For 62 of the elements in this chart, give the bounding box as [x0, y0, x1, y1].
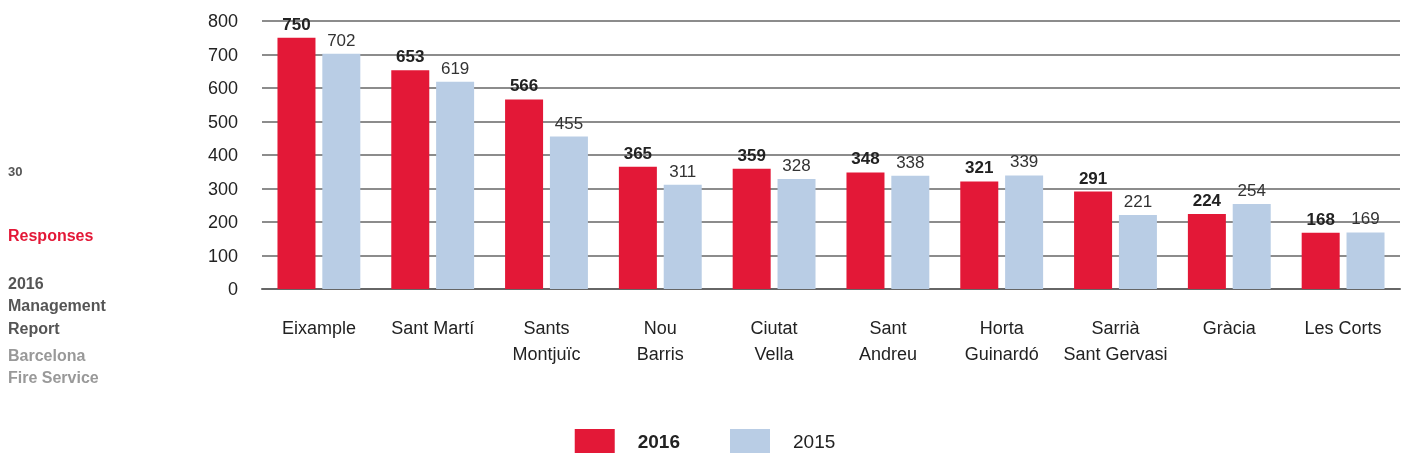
- bar: [732, 168, 771, 289]
- x-tick-label: Ciutat Vella: [750, 318, 798, 364]
- bar: [505, 99, 544, 289]
- bar: [846, 172, 885, 289]
- data-label: 359: [737, 145, 766, 165]
- data-label: 291: [1078, 168, 1108, 188]
- data-label: 653: [396, 47, 425, 67]
- y-tick-label: 200: [207, 212, 238, 232]
- legend-label: 2016: [637, 430, 681, 452]
- y-tick-label: 500: [207, 111, 238, 132]
- y-tick-label: 400: [207, 145, 238, 165]
- bar: [322, 53, 361, 289]
- data-label: 348: [851, 149, 880, 169]
- data-label: 338: [896, 152, 925, 172]
- bar: [277, 37, 316, 289]
- data-label: 566: [509, 76, 539, 96]
- data-label: 339: [1009, 152, 1039, 172]
- data-label: 224: [1192, 190, 1222, 210]
- bar: [1074, 191, 1113, 289]
- bar: [1232, 203, 1271, 289]
- data-label: 702: [327, 30, 356, 50]
- text: Barcelona Fire Service: [8, 346, 99, 387]
- y-tick-label: 300: [207, 178, 238, 199]
- legend-label: 2015: [793, 430, 836, 452]
- x-tick-label: Sants Montjuïc: [512, 318, 581, 364]
- x-tick-label: Sant Martí: [391, 318, 475, 338]
- y-tick-label: 600: [207, 78, 238, 98]
- x-tick-label: Sarrià Sant Gervasi: [1063, 318, 1168, 364]
- text: Responses: [8, 226, 94, 244]
- data-label: 321: [965, 158, 994, 178]
- text: 2016 Management Report: [8, 274, 111, 337]
- bar: [663, 184, 702, 289]
- y-tick-label: 700: [207, 44, 238, 65]
- y-tick-label: 100: [207, 245, 238, 266]
- bar: [1187, 213, 1226, 289]
- data-label: 750: [282, 14, 311, 34]
- bar: [1118, 214, 1157, 289]
- bar: [1301, 232, 1340, 289]
- x-tick-label: Eixample: [281, 318, 356, 338]
- bar: [960, 181, 999, 289]
- bar: [549, 136, 588, 289]
- data-label: 311: [669, 161, 697, 181]
- x-tick-label: Les Corts: [1304, 318, 1382, 338]
- text: 30: [8, 163, 23, 179]
- x-tick-label: Gràcia: [1202, 318, 1257, 338]
- bar: [777, 179, 816, 289]
- x-tick-label: Nou Barris: [636, 318, 684, 364]
- bar: [891, 175, 930, 289]
- data-label: 619: [440, 58, 470, 78]
- y-tick-label: 800: [207, 11, 238, 31]
- data-label: 328: [782, 156, 811, 176]
- bar: [1346, 232, 1385, 289]
- bar: [436, 81, 475, 289]
- bar: [1005, 175, 1044, 289]
- x-tick-label: Horta Guinardó: [964, 318, 1039, 364]
- data-label: 168: [1306, 209, 1335, 229]
- data-label: 221: [1123, 191, 1153, 211]
- x-tick-label: Sant Andreu: [858, 318, 917, 364]
- bar: [618, 166, 657, 289]
- bar: [391, 70, 430, 289]
- data-label: 365: [623, 143, 653, 163]
- y-tick-label: 0: [227, 279, 238, 299]
